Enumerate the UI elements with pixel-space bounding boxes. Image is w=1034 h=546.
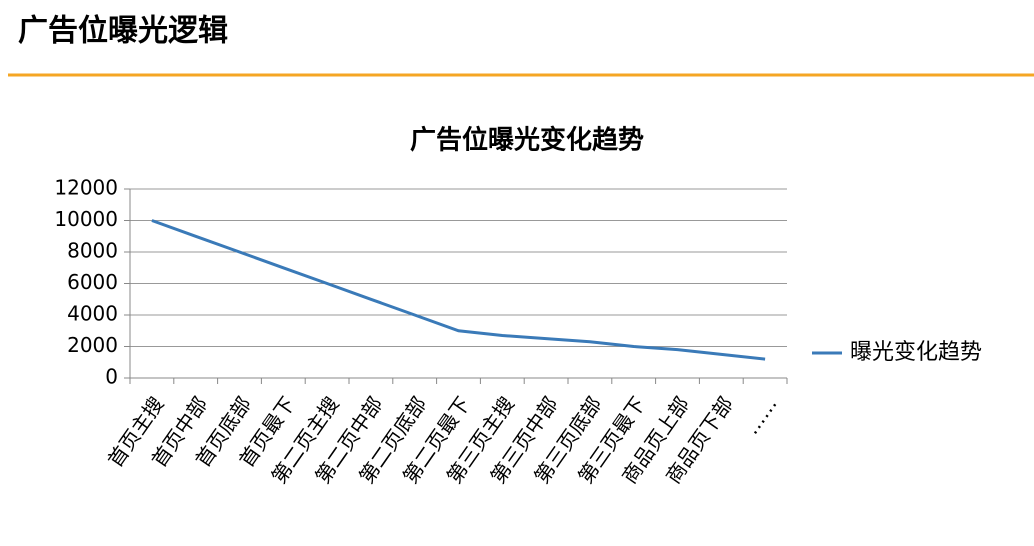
data-line	[151, 219, 766, 361]
y-tick-label: 8000	[67, 239, 118, 263]
x-tick-label: ……	[739, 392, 782, 439]
y-tick-label: 10000	[54, 207, 118, 231]
page-title: 广告位曝光逻辑	[18, 14, 228, 49]
y-tick-label: 6000	[67, 270, 118, 294]
chart-title: 广告位曝光变化趋势	[410, 125, 644, 156]
y-tick-label: 0	[105, 365, 118, 389]
y-tick-label: 4000	[67, 302, 118, 326]
legend-label: 曝光变化趋势	[850, 340, 982, 365]
y-tick-label: 12000	[54, 176, 118, 200]
y-tick-label: 2000	[67, 333, 118, 357]
